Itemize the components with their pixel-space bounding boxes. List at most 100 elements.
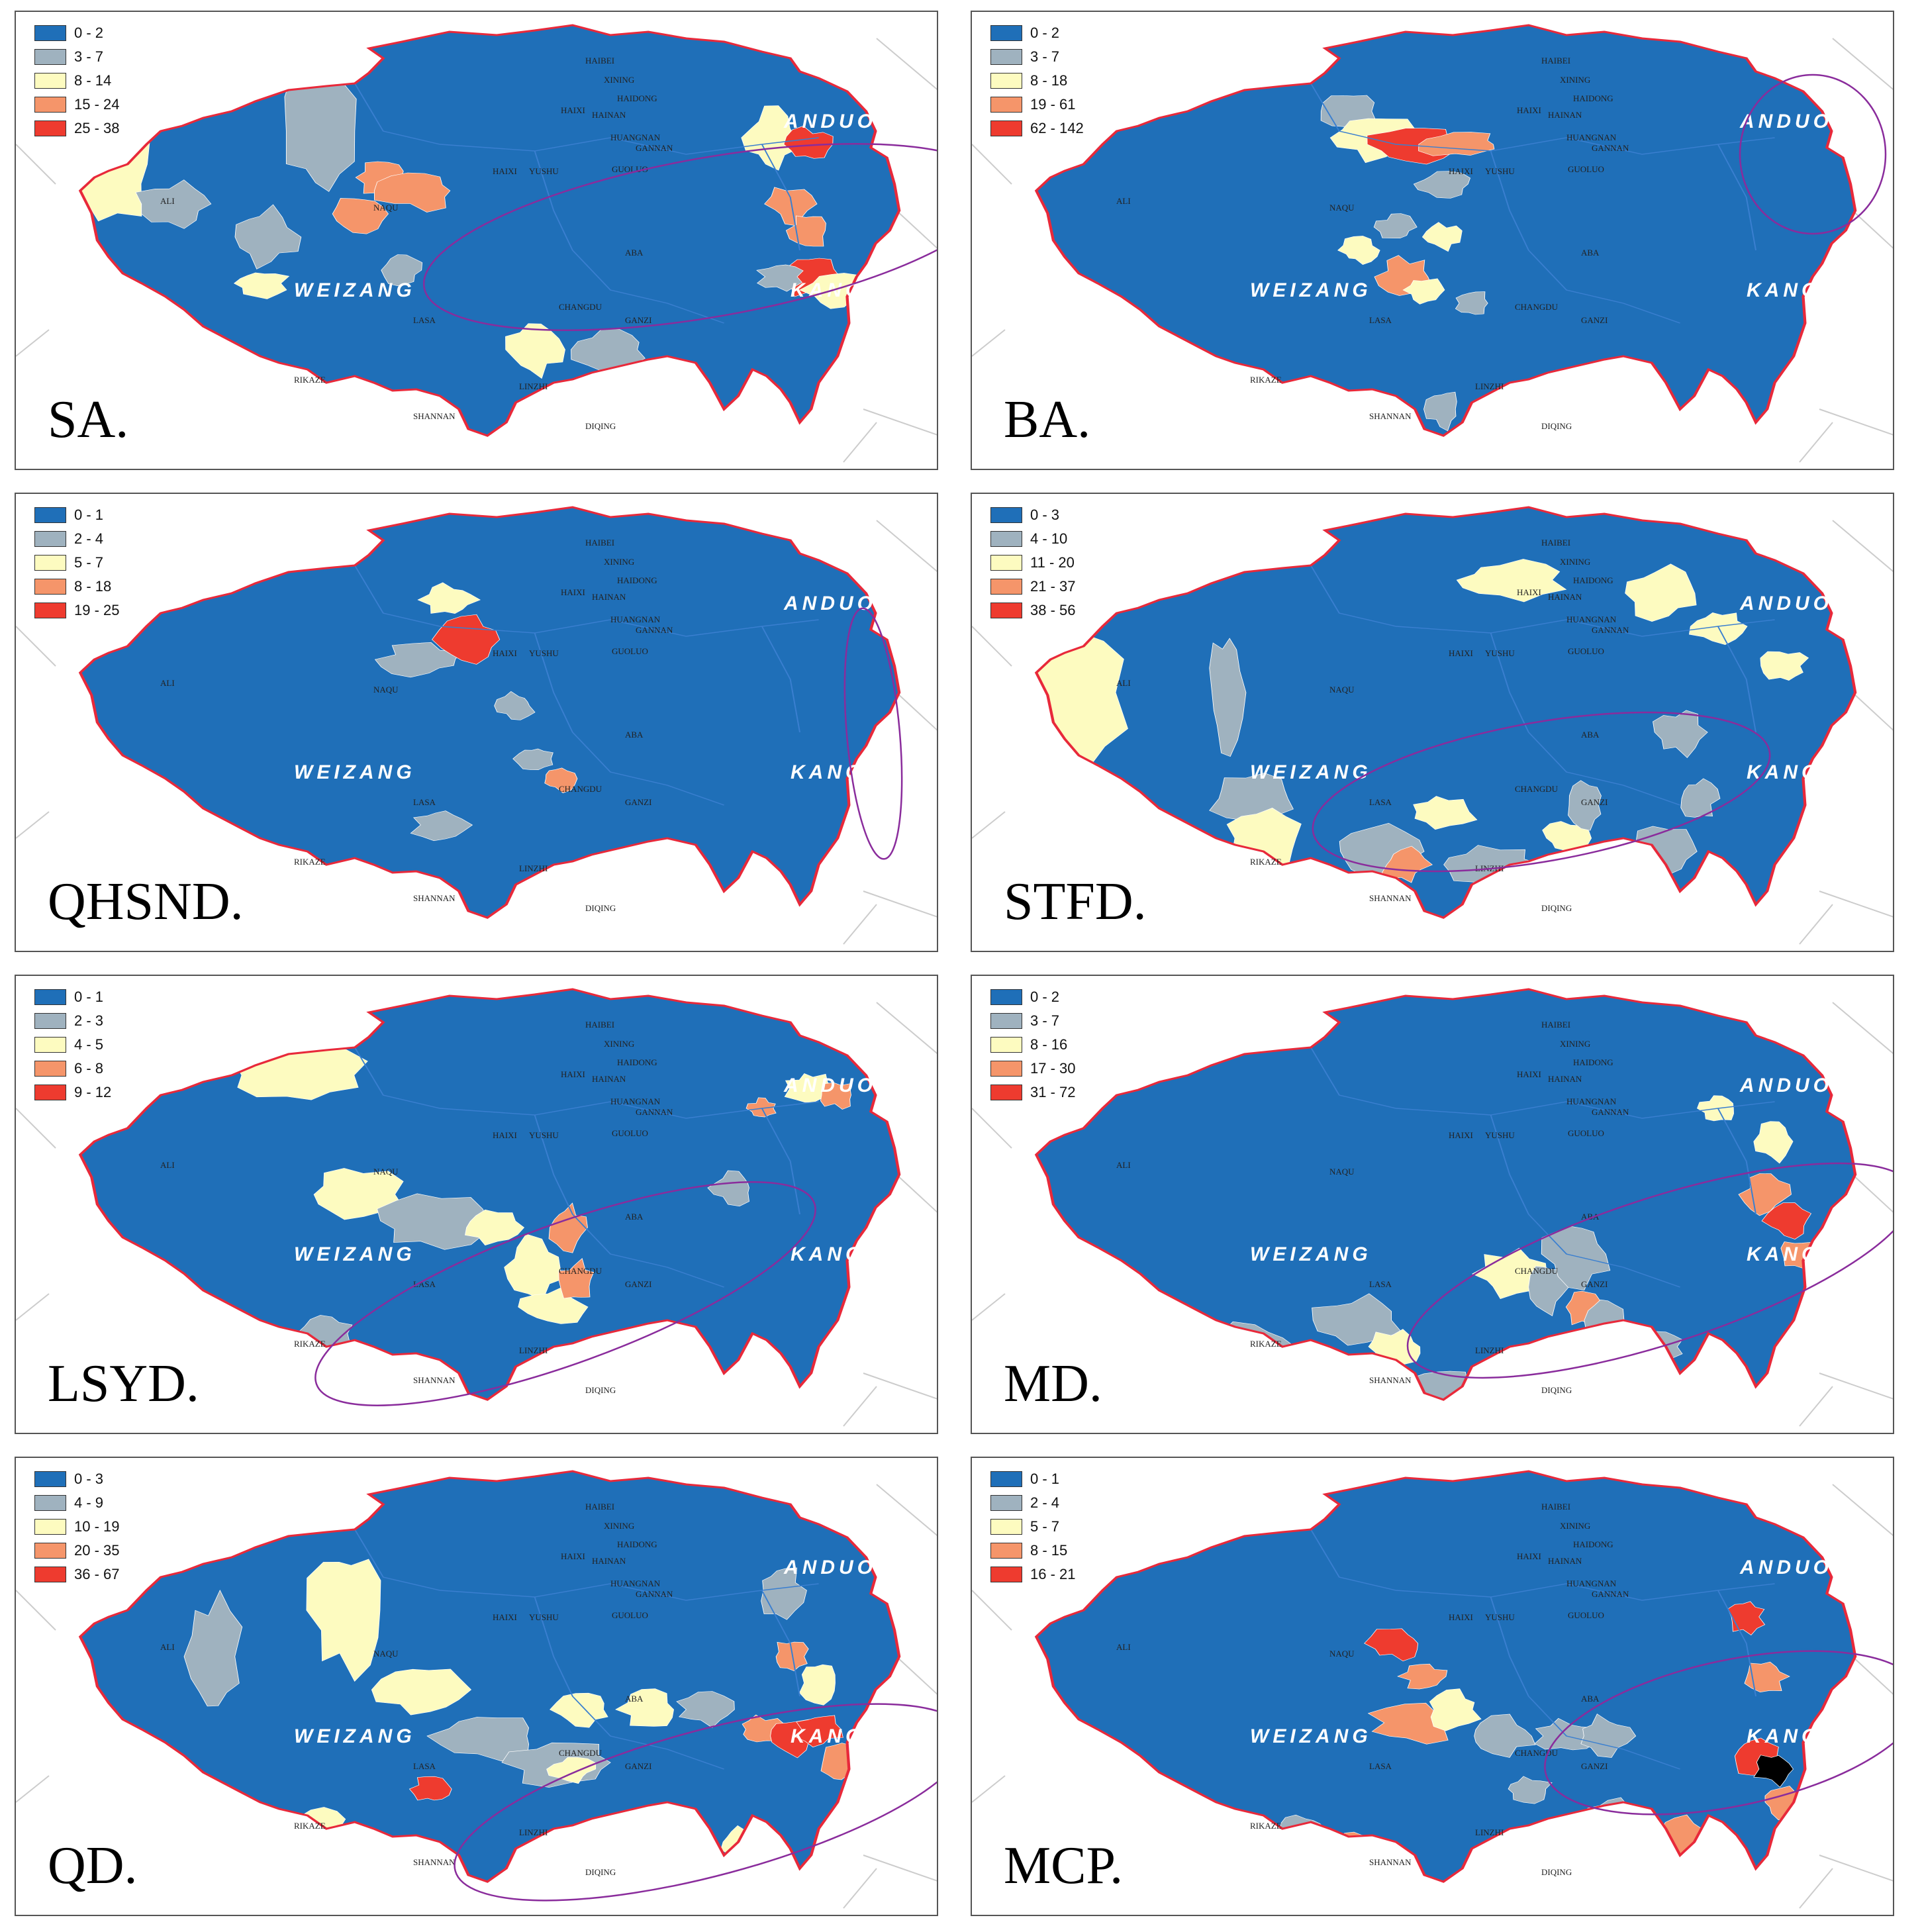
county-class-patches [1310,83,1775,432]
county-patch [1429,1688,1482,1731]
prefecture-label: ALI [1116,1160,1131,1170]
legend-label: 3 - 7 [1030,1012,1060,1029]
legend-swatch [990,603,1022,618]
map-panel-md: HAIBEI XINING HAIXI HAIDONG HAINAN HUANGNAN GA… [971,975,1894,1434]
prefecture-label: GUOLUO [1568,646,1604,656]
region-label-weizang: WEIZANG [1250,279,1372,301]
legend-swatch [990,1013,1022,1029]
prefecture-label: GANZI [1581,797,1608,807]
county-patch [494,691,536,720]
county-patch [1753,1121,1794,1164]
legend-swatch [990,49,1022,65]
region-label-kangba: KANGBA [791,761,902,783]
neighbour-boundary-lines [16,1484,937,1909]
prefecture-label: LINZHI [1475,381,1504,391]
prefecture-label: HAIXI [1517,105,1541,115]
prefecture-label: GANNAN [1592,1589,1629,1599]
legend-swatch [990,1061,1022,1077]
prefecture-label: DIQING [1541,903,1572,913]
county-patch [505,323,565,379]
plateau-outline [1034,506,1857,919]
county-patch [306,1559,381,1682]
prefecture-label: HAIDONG [1573,1539,1613,1549]
county-patch [799,1664,836,1706]
prefecture-label: YUSHU [529,1130,559,1140]
prefecture-label: HAIBEI [585,1502,614,1512]
legend-entry: 0 - 1 [34,503,120,527]
county-patch [546,1757,597,1784]
plateau-outline [1034,988,1857,1401]
county-patch [332,198,389,234]
legend-swatch [34,579,66,595]
prefecture-label: HAIBEI [1541,1020,1570,1030]
legend-label: 15 - 24 [74,96,120,113]
prefecture-label: SHANNAN [413,1857,456,1867]
choropleth-map: HAIBEIXININGHAIXIHAIDONGHAINANHUANGNANGA… [972,24,1893,463]
prefecture-label: DIQING [585,1867,616,1877]
region-label-anduo: ANDUO [783,593,877,614]
prefecture-label: NAQU [1329,685,1355,695]
legend-entry: 19 - 25 [34,599,120,622]
prefecture-label: CHANGDU [1515,302,1559,312]
prefecture-label: LINZHI [519,863,548,873]
legend-label: 2 - 4 [74,530,104,547]
legend-swatch [990,1085,1022,1100]
county-patch [1744,1661,1790,1693]
county-patch [313,1168,405,1220]
prefecture-label: HAIBEI [585,56,614,66]
county-patch [741,105,796,171]
prefecture-label: HAINAN [592,110,626,120]
legend-swatch [990,1495,1022,1511]
legend-entry: 5 - 7 [990,1515,1076,1539]
plateau-base-area [1036,989,1856,1400]
region-label-weizang: WEIZANG [1250,1243,1372,1265]
region-label-kangba: KANGBA [791,1725,902,1747]
county-patch [234,204,302,269]
province-boundary [1310,83,1775,324]
prefecture-label: DIQING [585,903,616,913]
county-patch [1568,780,1602,831]
county-patch [371,1668,472,1715]
region-label-anduo: ANDUO [1739,1557,1833,1578]
prefecture-label: GANNAN [636,1589,673,1599]
hotspot-ellipse [1739,73,1887,235]
prefecture-label: NAQU [373,685,399,695]
plateau-base-area [80,25,900,436]
plateau-map-group [1034,24,1857,437]
prefecture-label: XINING [1560,557,1590,567]
region-label-weizang: WEIZANG [1250,1725,1372,1747]
province-boundary [354,565,819,806]
legend-swatch [990,507,1022,523]
county-patch [1689,612,1748,646]
county-patch [821,990,900,1017]
prefecture-label: HAIXI [493,648,517,658]
legend-entry: 6 - 8 [34,1057,111,1081]
prefecture-label: CHANGDU [1515,1748,1559,1758]
prefecture-label: CHANGDU [559,784,602,794]
county-patch [374,642,461,678]
prefecture-label: SHANNAN [1369,893,1412,903]
region-label-anduo: ANDUO [783,111,877,132]
prefecture-label: HAIXI [561,105,585,115]
plateau-outline [1034,1470,1857,1883]
legend-label: 0 - 1 [1030,1471,1060,1487]
county-patch [1381,845,1433,883]
legend-entry: 15 - 24 [34,93,120,117]
prefecture-label: ALI [160,196,175,206]
county-patch [1364,1628,1419,1662]
prefecture-label: GANZI [625,1279,651,1289]
county-patch [408,1776,452,1801]
legend-entry: 4 - 10 [990,527,1076,551]
legend-label: 0 - 3 [1030,507,1060,523]
county-patch [1373,213,1417,239]
prefecture-label: ALI [1116,196,1131,206]
prefecture-label: GANNAN [1592,1107,1629,1117]
prefecture-label: GANNAN [636,1107,673,1117]
legend-entry: 17 - 30 [990,1057,1076,1081]
prefecture-label: SHANNAN [413,893,456,903]
legend-label: 21 - 37 [1030,578,1076,595]
legend-label: 20 - 35 [74,1542,120,1559]
legend-entry: 21 - 37 [990,575,1076,599]
legend-label: 11 - 20 [1030,554,1075,571]
region-label-weizang: WEIZANG [294,1725,416,1747]
